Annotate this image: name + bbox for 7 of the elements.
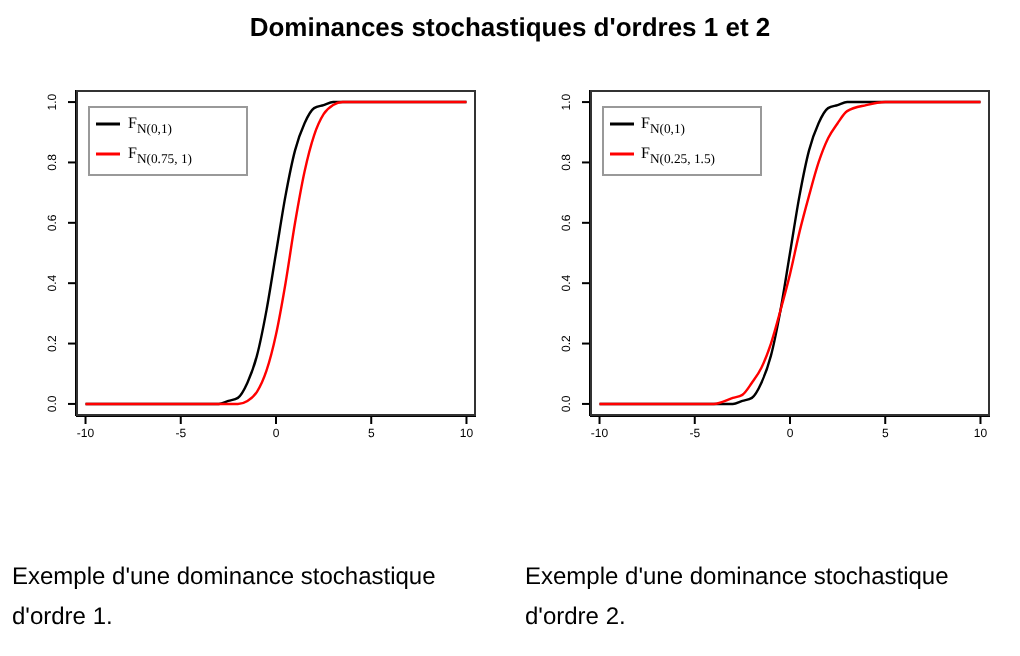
legend-label: F$_{N(0,1)}$ (641, 114, 686, 138)
legend-label: F$_{N(0,1)}$ (128, 114, 173, 138)
chart-title: Dominances stochastiques d'ordres 1 et 2 (247, 12, 773, 42)
text: Exemple d'une dominance stochastique d'ordre 2. (525, 560, 951, 634)
text: Exemple d'une dominance stochastique d'ordre 1. (12, 560, 438, 634)
legend-label: F$_{N(0.25, 1.5)}$ (641, 143, 715, 167)
legend-label: F$_{N(0.75, 1)}$ (128, 143, 192, 167)
